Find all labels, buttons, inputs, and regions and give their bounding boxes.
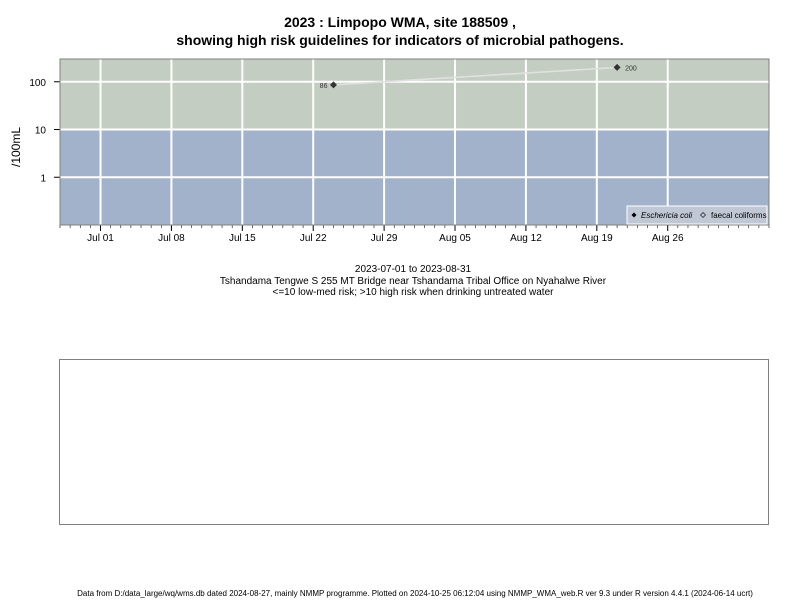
data-label: 86 [320, 83, 328, 90]
legend-label-faecal: faecal coliforms [711, 211, 767, 220]
legend-marker-faecal [700, 212, 706, 218]
site-description-caption: Tshandama Tengwe S 255 MT Bridge near Ts… [219, 276, 607, 287]
empty-second-panel [59, 359, 769, 525]
date-range-caption: 2023-07-01 to 2023-08-31 [354, 264, 472, 275]
x-tick-label: Jul 08 [158, 233, 185, 244]
data-point [613, 63, 621, 71]
x-tick-label: Aug 05 [439, 233, 471, 244]
y-tick-label: 100 [29, 78, 46, 89]
plot-border [59, 58, 770, 226]
legend-label-ecoli: Eschericia coli [641, 211, 692, 220]
x-tick-label: Jul 15 [229, 233, 256, 244]
y-tick-label: 1 [40, 173, 46, 184]
data-label: 200 [625, 65, 637, 72]
chart-title-line2: showing high risk guidelines for indicat… [176, 32, 624, 48]
x-tick-label: Jul 22 [300, 233, 327, 244]
y-tick-label: 10 [35, 126, 47, 137]
footer-note: Data from D:/data_large/wq/wms.db dated … [77, 589, 753, 598]
x-tick-label: Aug 26 [652, 233, 684, 244]
x-tick-label: Jul 01 [87, 233, 114, 244]
data-point [329, 81, 337, 89]
trend-line [333, 66, 618, 86]
x-tick-label: Jul 29 [371, 233, 398, 244]
x-tick-label: Aug 12 [510, 233, 542, 244]
chart-plot: Jul 01 Jul 08 Jul 15 Jul 22 Jul 29 Aug 05 Aug … [29, 58, 770, 244]
high-risk-band [60, 59, 769, 130]
legend-box [626, 205, 768, 225]
chart-title-line1: 2023 : Limpopo WMA, site 188509 , [284, 14, 516, 30]
x-tick-label: Aug 19 [581, 233, 613, 244]
risk-note-caption: <=10 low-med risk; >10 high risk when dr… [272, 287, 554, 298]
legend-marker-ecoli [631, 212, 637, 218]
